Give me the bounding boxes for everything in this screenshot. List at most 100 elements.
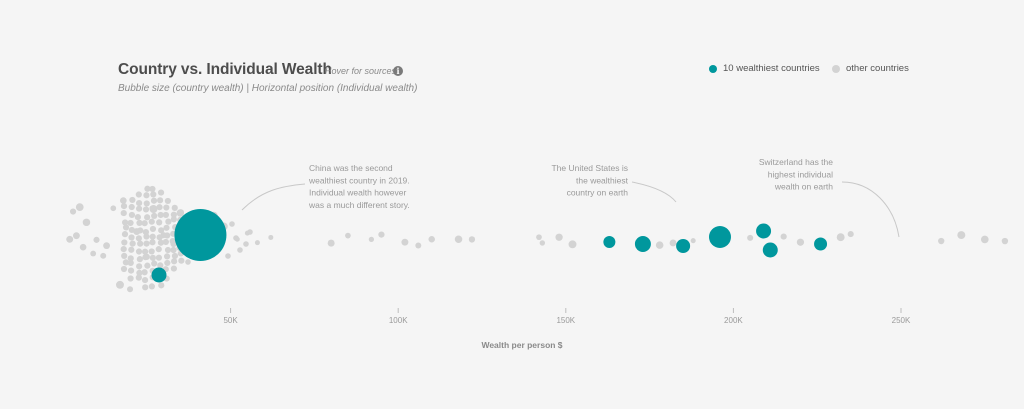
other-country-bubble xyxy=(136,219,143,226)
other-country-bubble xyxy=(669,239,677,247)
other-country-bubble xyxy=(134,213,141,221)
other-country-bubble xyxy=(415,242,422,249)
other-country-bubble xyxy=(90,250,97,257)
other-country-bubble xyxy=(148,283,155,290)
other-country-bubble xyxy=(121,239,128,246)
other-country-bubble xyxy=(120,203,128,210)
other-country-bubble xyxy=(149,225,157,233)
annotation-usa-line: the wealthiest xyxy=(576,175,629,185)
other-country-bubble xyxy=(163,204,170,211)
other-country-bubble xyxy=(247,229,253,235)
other-country-bubble xyxy=(1001,237,1009,245)
other-country-bubble xyxy=(127,255,134,262)
top10-country-bubble[interactable] xyxy=(762,242,778,258)
other-country-bubble xyxy=(136,269,143,276)
other-country-bubble xyxy=(157,262,164,269)
other-country-bubble xyxy=(144,185,151,192)
legend-item-top10[interactable]: 10 wealthiest countries xyxy=(709,63,820,74)
other-country-bubble xyxy=(128,226,135,234)
other-country-bubble xyxy=(129,196,136,204)
x-tick-label: 150K xyxy=(556,316,575,325)
other-country-bubble xyxy=(780,233,787,240)
top10-country-bubble[interactable] xyxy=(814,237,828,251)
other-country-bubble xyxy=(156,204,163,211)
switzerland-leader-line xyxy=(841,181,900,238)
top10-country-bubble[interactable] xyxy=(603,236,616,248)
other-country-bubble xyxy=(100,252,107,259)
other-country-bubble xyxy=(128,246,135,253)
other-country-bubble xyxy=(136,200,143,207)
x-axis-label: Wealth per person $ xyxy=(481,340,562,350)
other-country-bubble xyxy=(157,189,165,196)
top10-country-bubble[interactable] xyxy=(756,223,772,239)
other-country-bubble xyxy=(135,248,143,255)
other-country-bubble xyxy=(171,204,178,211)
other-country-bubble xyxy=(157,211,164,219)
other-country-bubble xyxy=(164,246,172,254)
other-country-bubble xyxy=(148,218,155,225)
other-country-bubble xyxy=(150,197,158,204)
other-country-bubble xyxy=(536,234,542,241)
other-country-bubble xyxy=(539,240,546,246)
other-country-bubble xyxy=(178,257,185,264)
other-country-bubble xyxy=(122,259,129,266)
other-country-bubble xyxy=(164,259,171,267)
other-country-bubble xyxy=(171,258,178,265)
other-country-bubble xyxy=(568,240,577,249)
top10-country-bubble[interactable] xyxy=(151,267,167,283)
other-country-bubble xyxy=(368,236,375,243)
other-country-bubble xyxy=(225,253,231,259)
other-country-bubble xyxy=(164,232,171,239)
other-country-bubble xyxy=(141,220,148,227)
other-country-bubble xyxy=(127,286,134,293)
other-country-bubble xyxy=(170,216,177,223)
top10-country-bubble[interactable] xyxy=(174,209,227,261)
other-country-bubble xyxy=(103,242,110,250)
other-country-bubble xyxy=(151,212,158,220)
other-country-bubble xyxy=(137,240,144,247)
other-country-bubble xyxy=(847,231,854,238)
annotation-china-line: China was the second xyxy=(309,163,393,173)
other-country-bubble xyxy=(155,254,163,261)
other-country-bubble xyxy=(135,235,142,242)
other-country-bubble xyxy=(128,203,135,211)
other-country-bubble xyxy=(163,253,171,260)
other-country-bubble xyxy=(66,235,74,243)
annotation-switzerland-line: Switzerland has the xyxy=(759,157,833,167)
top10-country-bubble[interactable] xyxy=(708,226,731,248)
other-country-bubble xyxy=(93,236,100,243)
usa-leader-line xyxy=(631,181,677,203)
other-country-bubble xyxy=(141,269,148,276)
other-country-bubble xyxy=(116,280,124,289)
other-country-bubble xyxy=(162,238,169,246)
other-country-bubble xyxy=(957,231,966,240)
other-country-bubble xyxy=(75,203,84,211)
other-country-bubble xyxy=(177,209,185,216)
other-country-bubble xyxy=(120,197,127,204)
other-country-bubble xyxy=(170,246,177,254)
other-country-bubble xyxy=(149,205,156,212)
annotation-switzerland-line: wealth on earth xyxy=(774,182,833,192)
other-country-bubble xyxy=(155,246,162,253)
other-country-bubble xyxy=(135,274,142,281)
other-country-bubble xyxy=(142,284,149,291)
other-country-bubble xyxy=(143,192,150,199)
annotation-china-line: wealthiest country in 2019. xyxy=(308,175,410,185)
other-country-bubble xyxy=(79,243,87,251)
other-country-bubble xyxy=(149,239,156,246)
china-leader-line xyxy=(241,183,306,211)
legend-top10-label: 10 wealthiest countries xyxy=(723,63,820,74)
top10-country-bubble[interactable] xyxy=(676,239,691,253)
hover-for-sources-note[interactable]: Hover for sources xyxy=(325,66,397,76)
x-tick-label: 100K xyxy=(389,316,408,325)
legend-other-dot xyxy=(832,64,840,73)
legend-item-other[interactable]: other countries xyxy=(832,63,909,74)
info-icon[interactable]: i xyxy=(393,66,403,76)
annotation-china-line: was a much different story. xyxy=(308,200,410,210)
top10-country-bubble[interactable] xyxy=(634,236,651,252)
x-tick-label: 50K xyxy=(223,316,238,325)
legend-other-label: other countries xyxy=(846,63,909,74)
other-country-bubble xyxy=(121,252,128,259)
other-country-bubble xyxy=(135,191,142,198)
